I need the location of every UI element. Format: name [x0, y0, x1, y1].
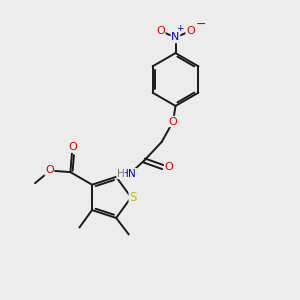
Text: H: H — [117, 169, 124, 179]
Text: O: O — [156, 26, 165, 36]
Text: O: O — [186, 26, 195, 36]
Text: N: N — [128, 169, 136, 179]
Text: O: O — [45, 165, 54, 175]
Text: −: − — [196, 18, 206, 32]
Text: O: O — [68, 142, 77, 152]
Text: +: + — [176, 24, 184, 33]
Text: O: O — [164, 162, 173, 172]
Text: HN: HN — [121, 169, 136, 179]
Text: N: N — [171, 32, 180, 43]
Text: S: S — [129, 191, 137, 204]
Text: O: O — [169, 116, 178, 127]
